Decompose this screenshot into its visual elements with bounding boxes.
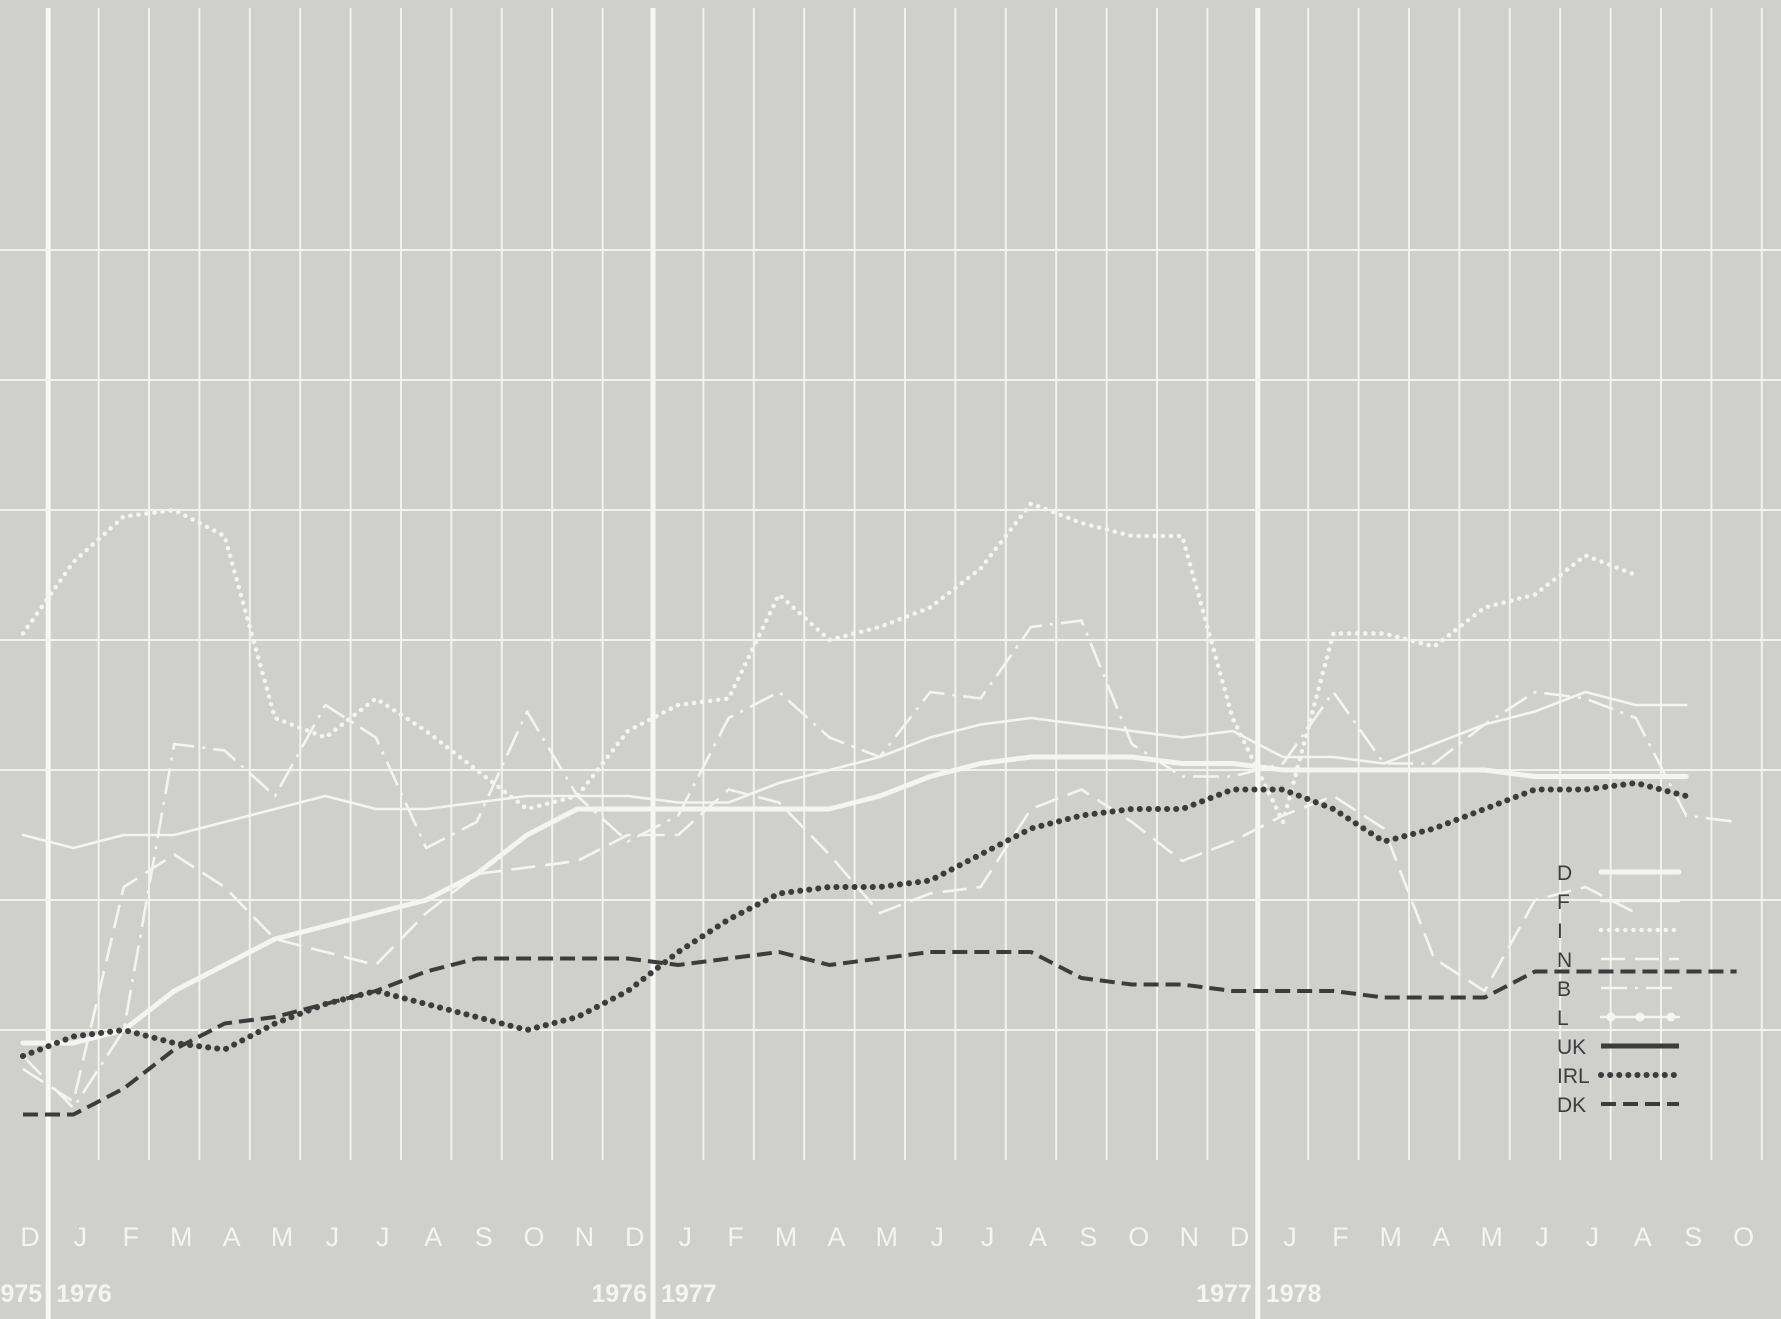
series-line-f [21, 690, 1688, 850]
legend-label-i: I [1557, 920, 1563, 943]
month-label: N [575, 1222, 595, 1252]
month-label: D [1230, 1222, 1250, 1252]
chart-grid [0, 8, 1781, 1319]
month-label: A [1432, 1222, 1450, 1252]
legend-label-n: N [1557, 949, 1572, 972]
legend-label-f: F [1557, 891, 1570, 914]
month-label: N [1179, 1222, 1199, 1252]
legend-bead [1606, 1012, 1616, 1022]
month-label: O [1128, 1222, 1149, 1252]
month-label: J [376, 1222, 390, 1252]
series-line-d [20, 754, 1689, 1046]
year-label: 1975 [0, 1280, 42, 1308]
month-label: D [625, 1222, 645, 1252]
month-label: A [1029, 1222, 1047, 1252]
year-label: 1977 [661, 1280, 717, 1308]
month-label: J [1283, 1222, 1297, 1252]
legend-label-b: B [1557, 978, 1571, 1001]
month-label: A [424, 1222, 442, 1252]
month-label: A [1634, 1222, 1652, 1252]
month-label: M [775, 1222, 798, 1252]
legend-label-irl: IRL [1557, 1065, 1590, 1088]
month-label: J [930, 1222, 944, 1252]
month-label: S [1684, 1222, 1702, 1252]
legend-label-uk: UK [1557, 1036, 1586, 1059]
month-label: M [1380, 1222, 1403, 1252]
series-line-b [22, 619, 1737, 1110]
month-label: S [475, 1222, 493, 1252]
legend-bead [1635, 1012, 1645, 1022]
month-label: M [1480, 1222, 1503, 1252]
legend-label-dk: DK [1557, 1094, 1586, 1117]
legend-label-l: L [1557, 1007, 1569, 1030]
month-label: J [678, 1222, 692, 1252]
month-label: J [74, 1222, 88, 1252]
month-label: J [326, 1222, 340, 1252]
month-label: M [876, 1222, 899, 1252]
month-label: M [271, 1222, 294, 1252]
month-label: A [223, 1222, 241, 1252]
year-label: 1978 [1266, 1280, 1322, 1308]
chart-series [20, 501, 1737, 1117]
year-label: 1976 [56, 1280, 112, 1308]
month-label: M [170, 1222, 193, 1252]
month-label: F [1332, 1222, 1349, 1252]
month-label: J [1586, 1222, 1600, 1252]
month-label: F [123, 1222, 140, 1252]
x-axis-year-labels: 1975 1976 1976 1977 1977 1978 [0, 1280, 1322, 1308]
year-label: 1976 [591, 1280, 647, 1308]
legend-label-d: D [1557, 862, 1572, 885]
month-label: J [981, 1222, 995, 1252]
month-label: J [1535, 1222, 1549, 1252]
x-axis-month-labels: DJFMAMJJASONDJFMAMJJASONDJFMAMJJASON [20, 1222, 1754, 1252]
month-label: F [727, 1222, 744, 1252]
month-label: D [20, 1222, 40, 1252]
series-line-dk [23, 950, 1737, 1117]
series-line-irl [20, 780, 1690, 1059]
month-label: O [523, 1222, 544, 1252]
month-label: S [1079, 1222, 1097, 1252]
legend-bead [1666, 1012, 1676, 1022]
month-label: O [1733, 1222, 1754, 1252]
year-label: 1977 [1196, 1280, 1252, 1308]
month-label: A [827, 1222, 845, 1252]
series-line-n [22, 788, 1637, 1103]
series-line-i [20, 501, 1639, 825]
